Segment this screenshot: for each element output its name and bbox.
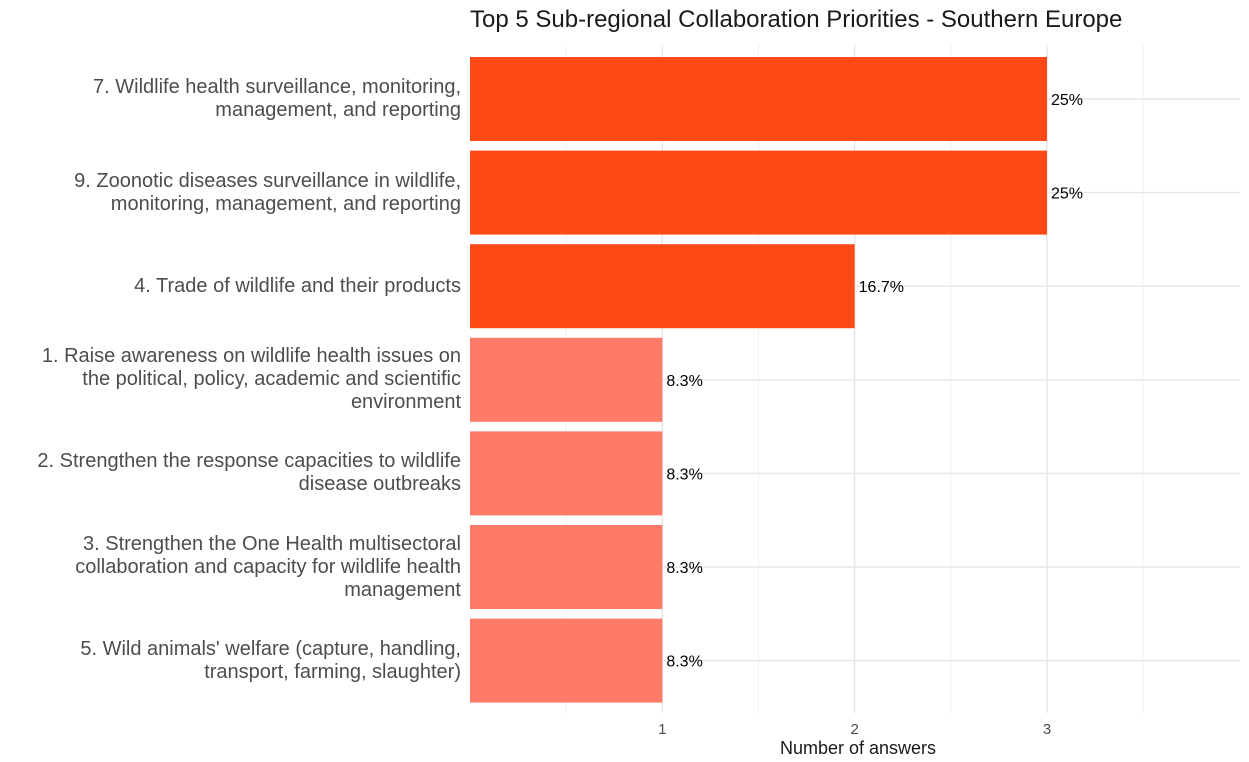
category-label-line: management bbox=[344, 578, 461, 601]
bar bbox=[470, 150, 1047, 235]
category-label: 5. Wild animals' welfare (capture, handl… bbox=[80, 638, 461, 684]
category-label: 3. Strengthen the One Health multisector… bbox=[75, 533, 461, 602]
category-label: 1. Raise awareness on wildlife health is… bbox=[42, 345, 461, 414]
category-label: 2. Strengthen the response capacities to… bbox=[37, 450, 461, 496]
data-label: 16.7% bbox=[859, 279, 904, 296]
category-label-line: environment bbox=[350, 391, 461, 414]
category-label-line: disease outbreaks bbox=[298, 473, 461, 496]
category-label-line: 9. Zoonotic diseases surveillance in wil… bbox=[74, 169, 461, 192]
x-tick-label: 1 bbox=[658, 721, 667, 738]
category-label-line: management, and reporting bbox=[215, 99, 461, 121]
data-label: 25% bbox=[1051, 92, 1083, 109]
category-label-line: 3. Strengthen the One Health multisector… bbox=[83, 532, 461, 555]
bar bbox=[470, 525, 663, 609]
category-label: 9. Zoonotic diseases surveillance in wil… bbox=[74, 170, 461, 216]
category-label-line: 7. Wildlife health surveillance, monitor… bbox=[93, 76, 461, 98]
category-label: 7. Wildlife health surveillance, monitor… bbox=[93, 76, 461, 122]
chart-title: Top 5 Sub-regional Collaboration Priorit… bbox=[470, 6, 1123, 33]
category-label-line: the political, policy, academic and scie… bbox=[82, 368, 461, 391]
bar bbox=[470, 337, 663, 422]
bar bbox=[470, 618, 663, 703]
x-axis-title: Number of answers bbox=[779, 738, 937, 758]
category-label-line: 5. Wild animals' welfare (capture, handl… bbox=[80, 637, 461, 660]
category-label-line: monitoring, management, and reporting bbox=[110, 192, 461, 215]
bar bbox=[470, 431, 663, 516]
category-label-line: transport, farming, slaughter) bbox=[204, 660, 461, 683]
data-label: 8.3% bbox=[666, 466, 702, 483]
x-tick-label: 2 bbox=[850, 721, 859, 738]
category-label-line: collaboration and capacity for wildlife … bbox=[75, 555, 461, 578]
category-label: 4. Trade of wildlife and their products bbox=[134, 275, 461, 298]
bar bbox=[470, 244, 855, 329]
data-label: 8.3% bbox=[666, 373, 702, 390]
x-tick-label: 3 bbox=[1042, 721, 1052, 738]
data-label: 8.3% bbox=[666, 654, 702, 671]
data-label: 8.3% bbox=[666, 560, 702, 577]
category-label-line: 1. Raise awareness on wildlife health is… bbox=[41, 345, 461, 368]
data-label: 25% bbox=[1051, 186, 1083, 203]
bar bbox=[470, 57, 1047, 141]
category-label-line: 2. Strengthen the response capacities to… bbox=[37, 450, 461, 473]
category-label-line: 4. Trade of wildlife and their products bbox=[134, 274, 461, 297]
